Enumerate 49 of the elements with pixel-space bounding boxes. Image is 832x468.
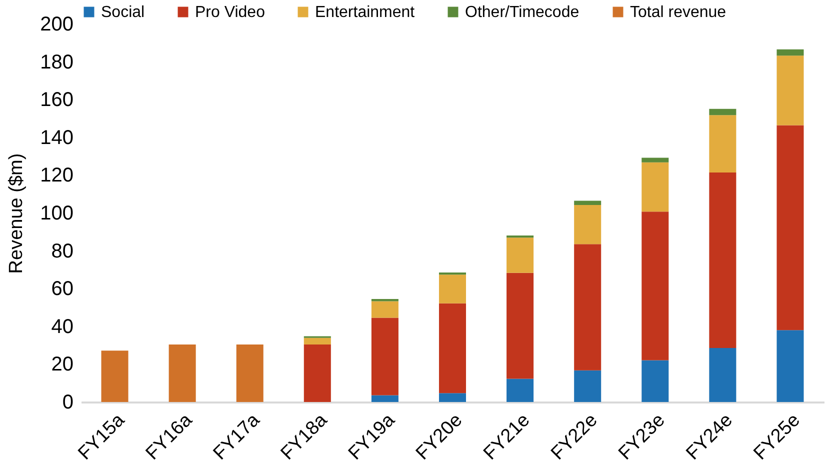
bar xyxy=(304,338,331,345)
bar xyxy=(642,158,669,162)
legend-label: Entertainment xyxy=(315,4,416,21)
bar xyxy=(371,318,398,396)
bar xyxy=(371,395,398,402)
bar xyxy=(574,370,602,402)
y-tick-label: 0 xyxy=(62,392,74,414)
y-tick-label: 140 xyxy=(40,126,74,149)
y-tick-label: 200 xyxy=(40,14,74,36)
bar xyxy=(709,348,736,402)
y-tick-label: 180 xyxy=(40,51,74,74)
bar xyxy=(506,238,534,273)
bar xyxy=(642,360,669,402)
bar xyxy=(506,235,534,238)
bar xyxy=(304,344,331,402)
y-tick-label: 120 xyxy=(40,164,74,187)
bar xyxy=(776,56,804,126)
y-tick-label: 20 xyxy=(51,354,74,376)
bar xyxy=(168,344,196,402)
bar xyxy=(776,49,804,56)
bar xyxy=(642,212,669,360)
bar xyxy=(574,205,602,244)
bar xyxy=(776,125,804,330)
y-tick-label: 80 xyxy=(51,240,74,262)
bar xyxy=(371,298,398,302)
y-tick-label: 100 xyxy=(40,202,74,224)
bar xyxy=(709,115,736,173)
y-tick-label: 60 xyxy=(51,278,74,300)
bar xyxy=(438,274,466,304)
legend-label: Social xyxy=(101,4,145,21)
y-tick-label: 40 xyxy=(51,316,74,338)
bar xyxy=(438,303,466,394)
bar xyxy=(371,301,398,318)
bar xyxy=(574,244,602,370)
legend-label: Total revenue xyxy=(630,4,726,21)
bar xyxy=(709,108,736,116)
legend-label: Pro Video xyxy=(195,4,266,21)
y-axis-title: Revenue ($m) xyxy=(6,153,28,274)
bar xyxy=(101,350,128,402)
legend-label: Other/Timecode xyxy=(465,4,580,21)
bar xyxy=(506,378,534,402)
bar xyxy=(236,344,264,402)
bar xyxy=(776,330,804,402)
bar xyxy=(506,272,534,379)
bar xyxy=(709,172,736,348)
y-tick-label: 160 xyxy=(40,89,74,112)
bar xyxy=(642,162,669,212)
bar xyxy=(438,393,466,402)
bar xyxy=(574,200,602,206)
